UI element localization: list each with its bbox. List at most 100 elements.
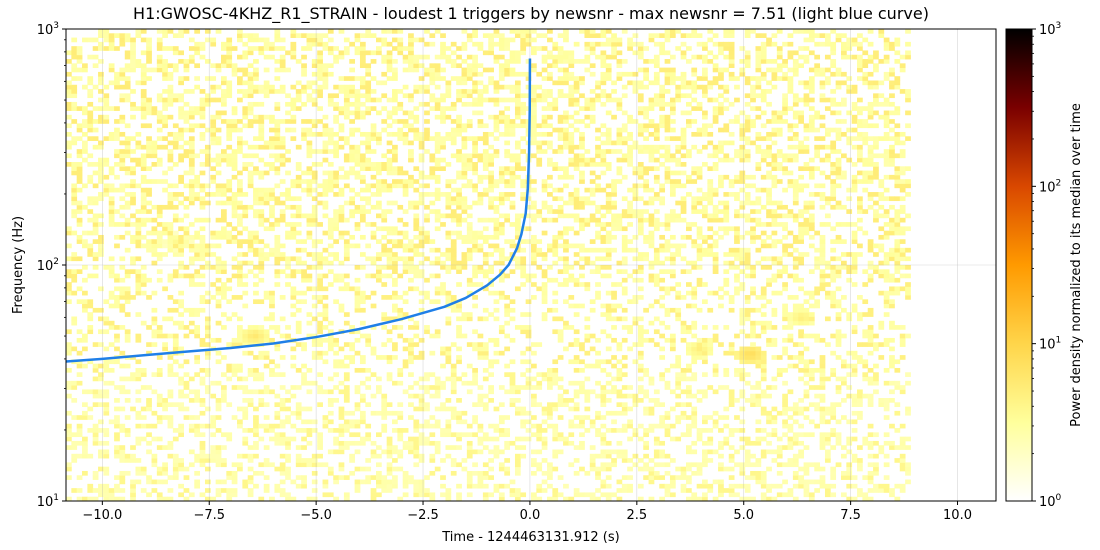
spectrogram-cell [819,393,826,399]
spectrogram-cell [680,470,687,476]
spectrogram-cell [386,470,393,476]
spectrogram-cell [343,239,350,244]
spectrogram-cell [878,290,885,296]
spectrogram-cell [440,428,446,433]
spectrogram-cell [188,187,195,193]
spectrogram-cell [504,440,511,446]
spectrogram-cell [541,273,548,279]
spectrogram-cell [413,462,420,468]
spectrogram-cell [204,389,211,395]
spectrogram-cell [637,333,644,339]
spectrogram-cell [311,333,318,339]
spectrogram-cell [573,402,580,407]
spectrogram-cell [744,436,751,442]
spectrogram-cell [397,230,404,236]
spectrogram-cell [573,342,580,347]
spectrogram-cell [477,269,484,274]
spectrogram-cell [531,295,537,300]
spectrogram-cell [509,239,516,244]
spectrogram-cell [648,428,655,433]
spectrogram-cell [402,428,409,433]
spectrogram-cell [322,170,329,176]
spectrogram-cell [450,458,457,463]
spectrogram-cell [92,389,99,395]
spectrogram-cell [669,213,676,219]
spectrogram-cell [739,462,746,468]
spectrogram-cell [119,295,126,300]
spectrogram-cell [611,226,617,232]
spectrogram-cell [194,333,201,339]
spectrogram-cell [766,234,772,240]
spectrogram-cell [894,256,901,262]
spectrogram-cell [156,162,163,167]
spectrogram-cell [563,320,569,326]
spectrogram-cell [306,265,313,270]
spectrogram-cell [509,316,516,322]
spectrogram-cell [488,265,494,270]
spectrogram-cell [167,234,174,240]
spectrogram-cell [568,398,575,403]
spectrogram-cell [472,372,478,377]
spectrogram-cell [253,166,259,171]
spectrogram-cell [637,337,644,343]
spectrogram-cell [338,432,345,438]
spectrogram-cell [552,432,559,438]
spectrogram-cell [750,269,756,274]
spectrogram-cell [343,419,350,425]
spectrogram-cell [408,346,414,352]
spectrogram-cell [664,247,671,253]
spectrogram-cell [167,316,174,322]
spectrogram-cell [739,256,746,262]
spectrogram-cell [488,372,494,377]
spectrogram-cell [221,479,227,485]
spectrogram-cell [605,307,612,313]
spectrogram-cell [621,243,628,249]
spectrogram-cell [702,213,708,219]
spectrogram-cell [311,479,318,485]
spectrogram-cell [386,483,393,489]
spectrogram-cell [883,222,890,227]
spectrogram-cell [498,196,505,202]
spectrogram-cell [172,436,179,442]
spectrogram-cell [119,458,126,463]
spectrogram-cell [857,170,863,176]
spectrogram-cell [686,234,692,240]
spectrogram-cell [814,423,821,429]
spectrogram-cell [82,445,88,450]
spectrogram-cell [311,179,318,184]
spectrogram-cell [830,367,837,373]
spectrogram-cell [135,389,142,395]
spectrogram-cell [744,372,751,377]
spectrogram-cell [889,320,895,326]
spectrogram-cell [456,436,462,442]
spectrogram-cell [199,432,206,438]
spectrogram-cell [814,183,821,189]
spectrogram-cell [541,183,548,189]
spectrogram-cell [857,196,863,202]
spectrogram-cell [766,440,772,446]
spectrogram-cell [557,415,564,420]
spectrogram-cell [285,470,291,476]
spectrogram-cell [851,402,858,407]
spectrogram-cell [787,170,794,176]
spectrogram-cell [702,496,708,501]
spectrogram-cell [755,209,762,214]
spectrogram-cell [509,179,516,184]
spectrogram-cell [632,462,639,468]
spectrogram-cell [595,393,601,399]
spectrogram-cell [221,389,227,395]
spectrogram-cell [509,299,516,305]
spectrogram-cell [883,337,890,343]
spectrogram-cell [317,445,323,450]
spectrogram-cell [103,183,110,189]
spectrogram-cell [311,453,318,459]
spectrogram-cell [253,470,259,476]
spectrogram-cell [589,217,596,223]
spectrogram-cell [621,355,628,360]
spectrogram-cell [466,479,473,485]
spectrogram-cell [488,196,494,202]
spectrogram-cell [263,337,270,343]
spectrogram-cell [563,402,569,407]
spectrogram-cell [311,428,318,433]
spectrogram-cell [707,428,714,433]
